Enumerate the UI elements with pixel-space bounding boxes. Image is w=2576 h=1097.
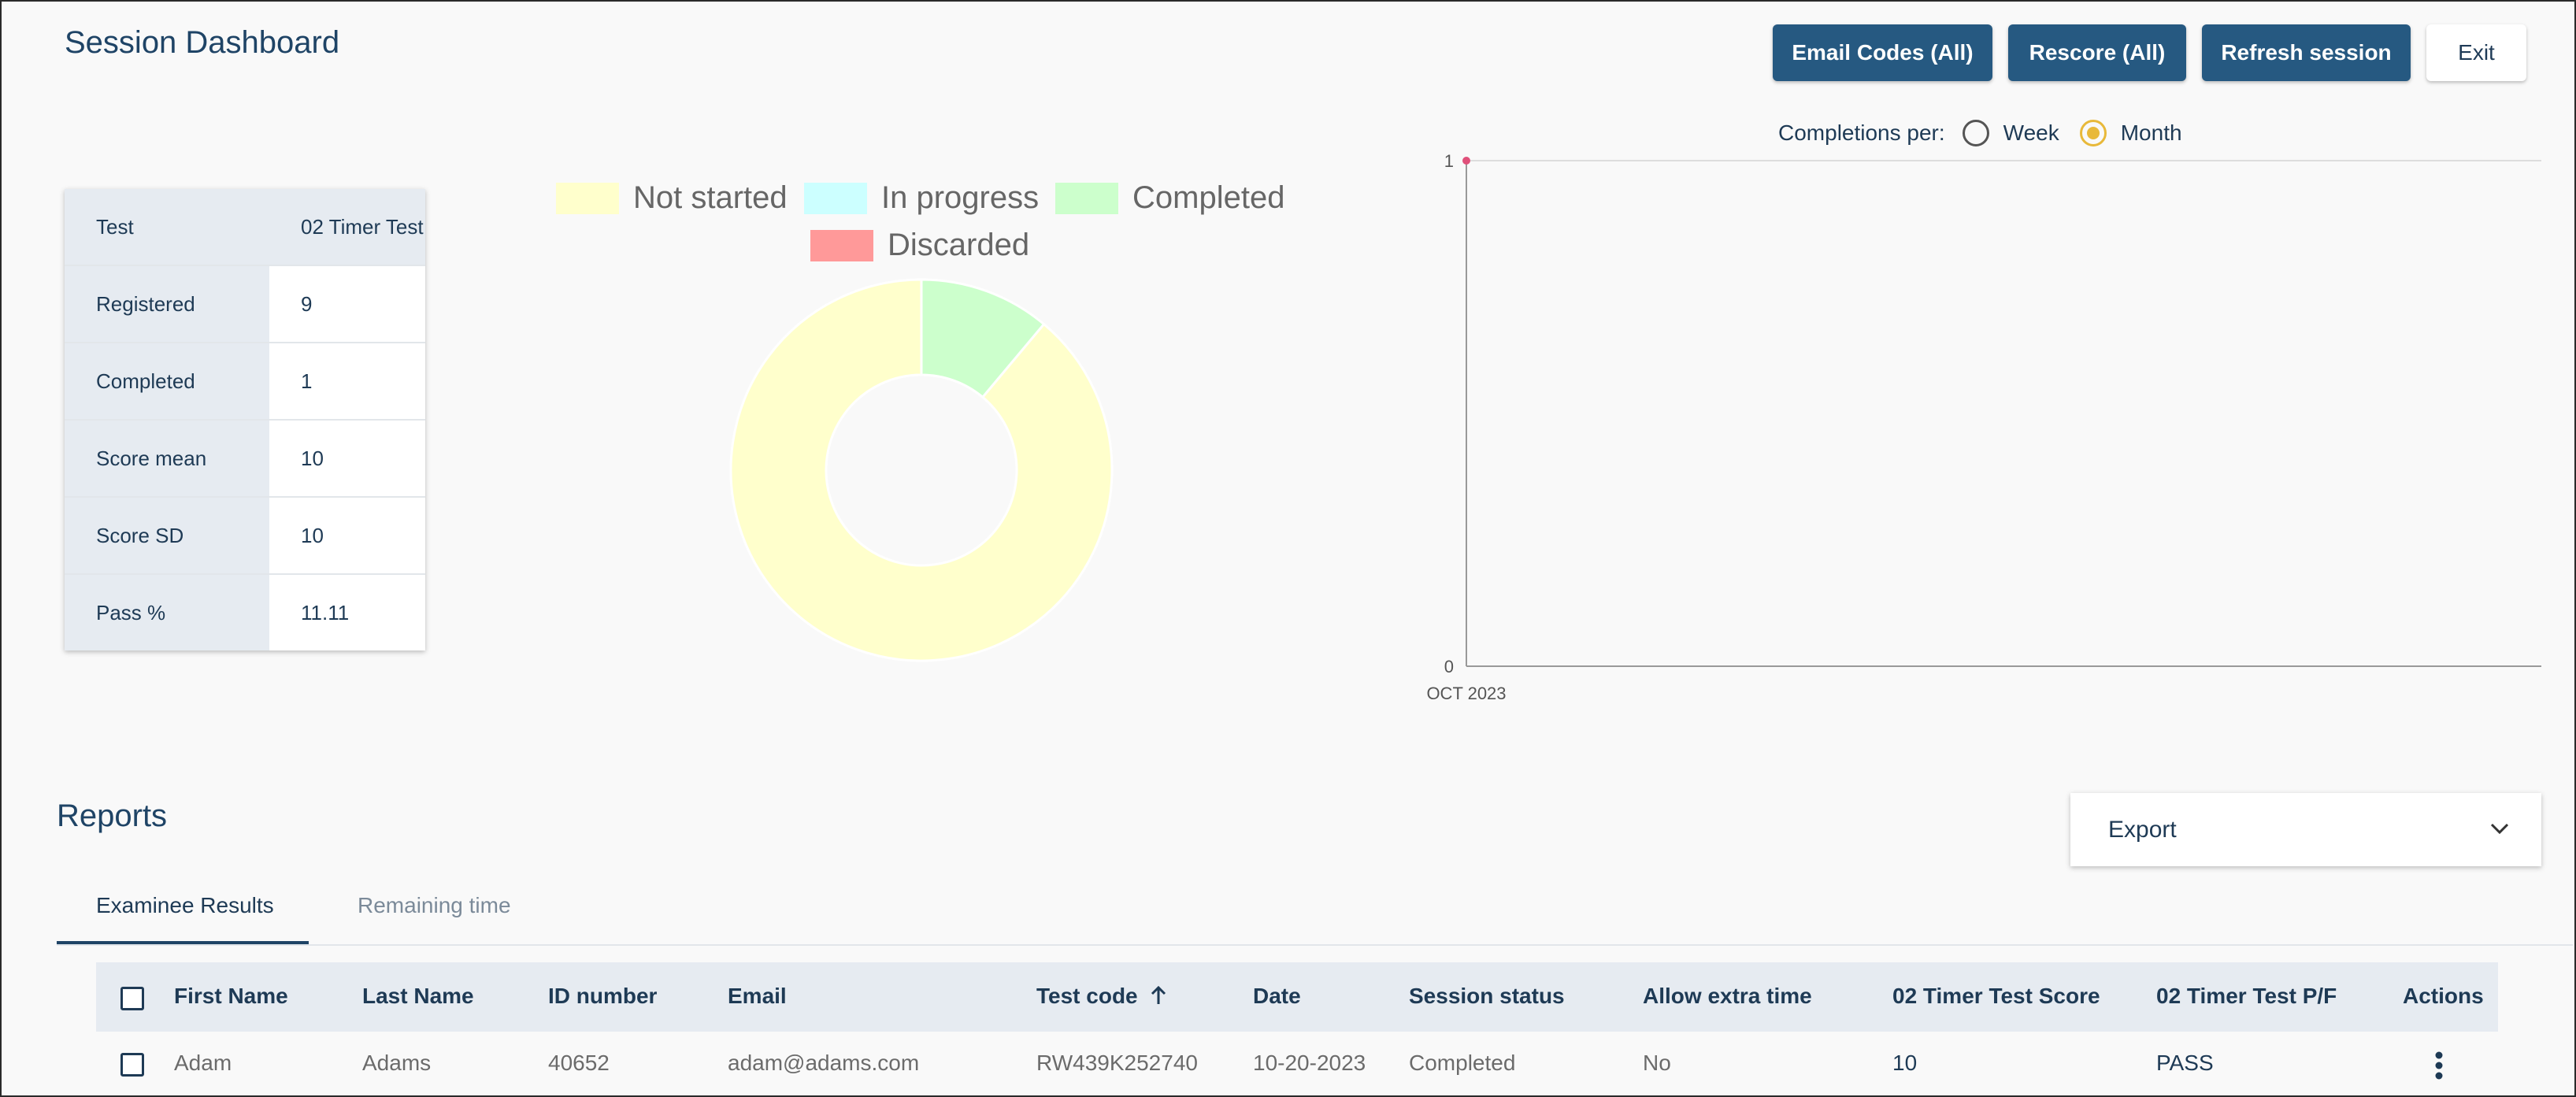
radio-label: Week [2003,120,2059,145]
more-vertical-icon[interactable] [2433,1050,2444,1081]
legend-label: Not started [633,180,788,215]
col-test-code-label: Test code [1036,984,1138,1008]
sort-ascending-icon[interactable] [1150,985,1167,1006]
tab-remaining-time[interactable]: Remaining time [358,893,511,917]
cell-allow-extra-time: No [1643,1051,1671,1075]
legend-completed[interactable]: Completed [1055,180,1284,216]
legend-swatch [804,182,867,214]
col-actions: Actions [2403,984,2484,1008]
legend-swatch [1055,182,1118,214]
stats-label: Test [65,189,269,265]
completions-line-chart: 0 1 OCT 2023 [1426,151,2541,703]
results-table-header [96,962,2498,1032]
radio-circle[interactable] [1962,120,1989,146]
cell-score: 10 [1892,1051,1918,1075]
legend-label: Completed [1132,180,1285,215]
col-allow-extra-time[interactable]: Allow extra time [1643,984,1812,1008]
donut-slice-completed [920,278,1046,399]
col-pass-fail[interactable]: 02 Timer Test P/F [2156,984,2337,1008]
stats-row: Pass % 11.11 [65,575,425,650]
cell-pass-fail: PASS [2156,1051,2214,1075]
col-score[interactable]: 02 Timer Test Score [1892,984,2100,1008]
exit-button[interactable]: Exit [2426,24,2526,81]
cell-last-name: Adams [362,1051,432,1075]
stats-value: 02 Timer Test [269,189,425,265]
stats-label: Score SD [65,498,269,573]
completions-label: Completions per: [1778,120,1945,145]
session-stats-table: Test 02 Timer Test Registered 9 Complete… [65,189,425,650]
export-dropdown[interactable]: Export [2070,793,2541,866]
col-last-name[interactable]: Last Name [362,984,474,1008]
stats-label: Pass % [65,575,269,650]
stats-label: Completed [65,343,269,419]
month-radio[interactable]: Month [2079,120,2182,146]
tabs-divider [57,944,2573,946]
email-codes-button[interactable]: Email Codes (All) [1773,24,1992,81]
stats-label: Registered [65,266,269,342]
stats-value: 1 [301,369,313,393]
legend-discarded[interactable]: Discarded [810,228,1029,263]
export-label: Export [2108,816,2177,843]
col-session-status[interactable]: Session status [1409,984,1565,1008]
row-checkbox[interactable] [120,1053,144,1077]
stats-row: Registered 9 [65,266,425,343]
cell-email: adam@adams.com [728,1051,920,1075]
status-donut-chart [729,278,1114,662]
col-email[interactable]: Email [728,984,787,1008]
refresh-session-button[interactable]: Refresh session [2202,24,2411,81]
legend-swatch [810,229,873,261]
stats-row: Score mean 10 [65,421,425,498]
stats-row: Score SD 10 [65,498,425,575]
radio-label: Month [2120,120,2182,145]
col-test-code[interactable]: Test code [1036,984,1167,1009]
reports-title: Reports [57,799,168,833]
week-radio[interactable]: Week [1962,120,2059,146]
col-date[interactable]: Date [1253,984,1301,1008]
cell-id-number: 40652 [548,1051,610,1075]
legend-not-started[interactable]: Not started [556,180,788,216]
chevron-down-icon [2490,823,2509,835]
stats-row: Test 02 Timer Test [65,189,425,266]
cell-test-code: RW439K252740 [1036,1051,1198,1075]
cell-first-name: Adam [174,1051,232,1075]
legend-in-progress[interactable]: In progress [804,180,1039,216]
stats-value: 11.11 [301,600,350,624]
legend-swatch [556,182,619,214]
page-title: Session Dashboard [65,25,340,60]
rescore-button[interactable]: Rescore (All) [2008,24,2186,81]
data-point [1462,157,1470,165]
legend-label: Discarded [888,228,1030,262]
select-all-checkbox[interactable] [120,987,144,1010]
donut-slice-not-started [729,278,1114,662]
y-tick-label: 1 [1444,151,1454,171]
col-id-number[interactable]: ID number [548,984,658,1008]
y-tick-label: 0 [1444,657,1454,676]
col-first-name[interactable]: First Name [174,984,288,1008]
stats-value: 10 [301,446,324,470]
radio-circle[interactable] [2079,120,2107,146]
stats-row: Completed 1 [65,343,425,421]
stats-value: 9 [301,291,313,316]
stats-value: 10 [301,523,324,547]
cell-session-status: Completed [1409,1051,1516,1075]
cell-date: 10-20-2023 [1253,1051,1366,1075]
active-tab-indicator [57,941,309,944]
tab-examinee-results[interactable]: Examinee Results [96,893,274,917]
stats-label: Score mean [65,421,269,496]
legend-label: In progress [881,180,1040,215]
x-tick-label: OCT 2023 [1426,684,1506,703]
